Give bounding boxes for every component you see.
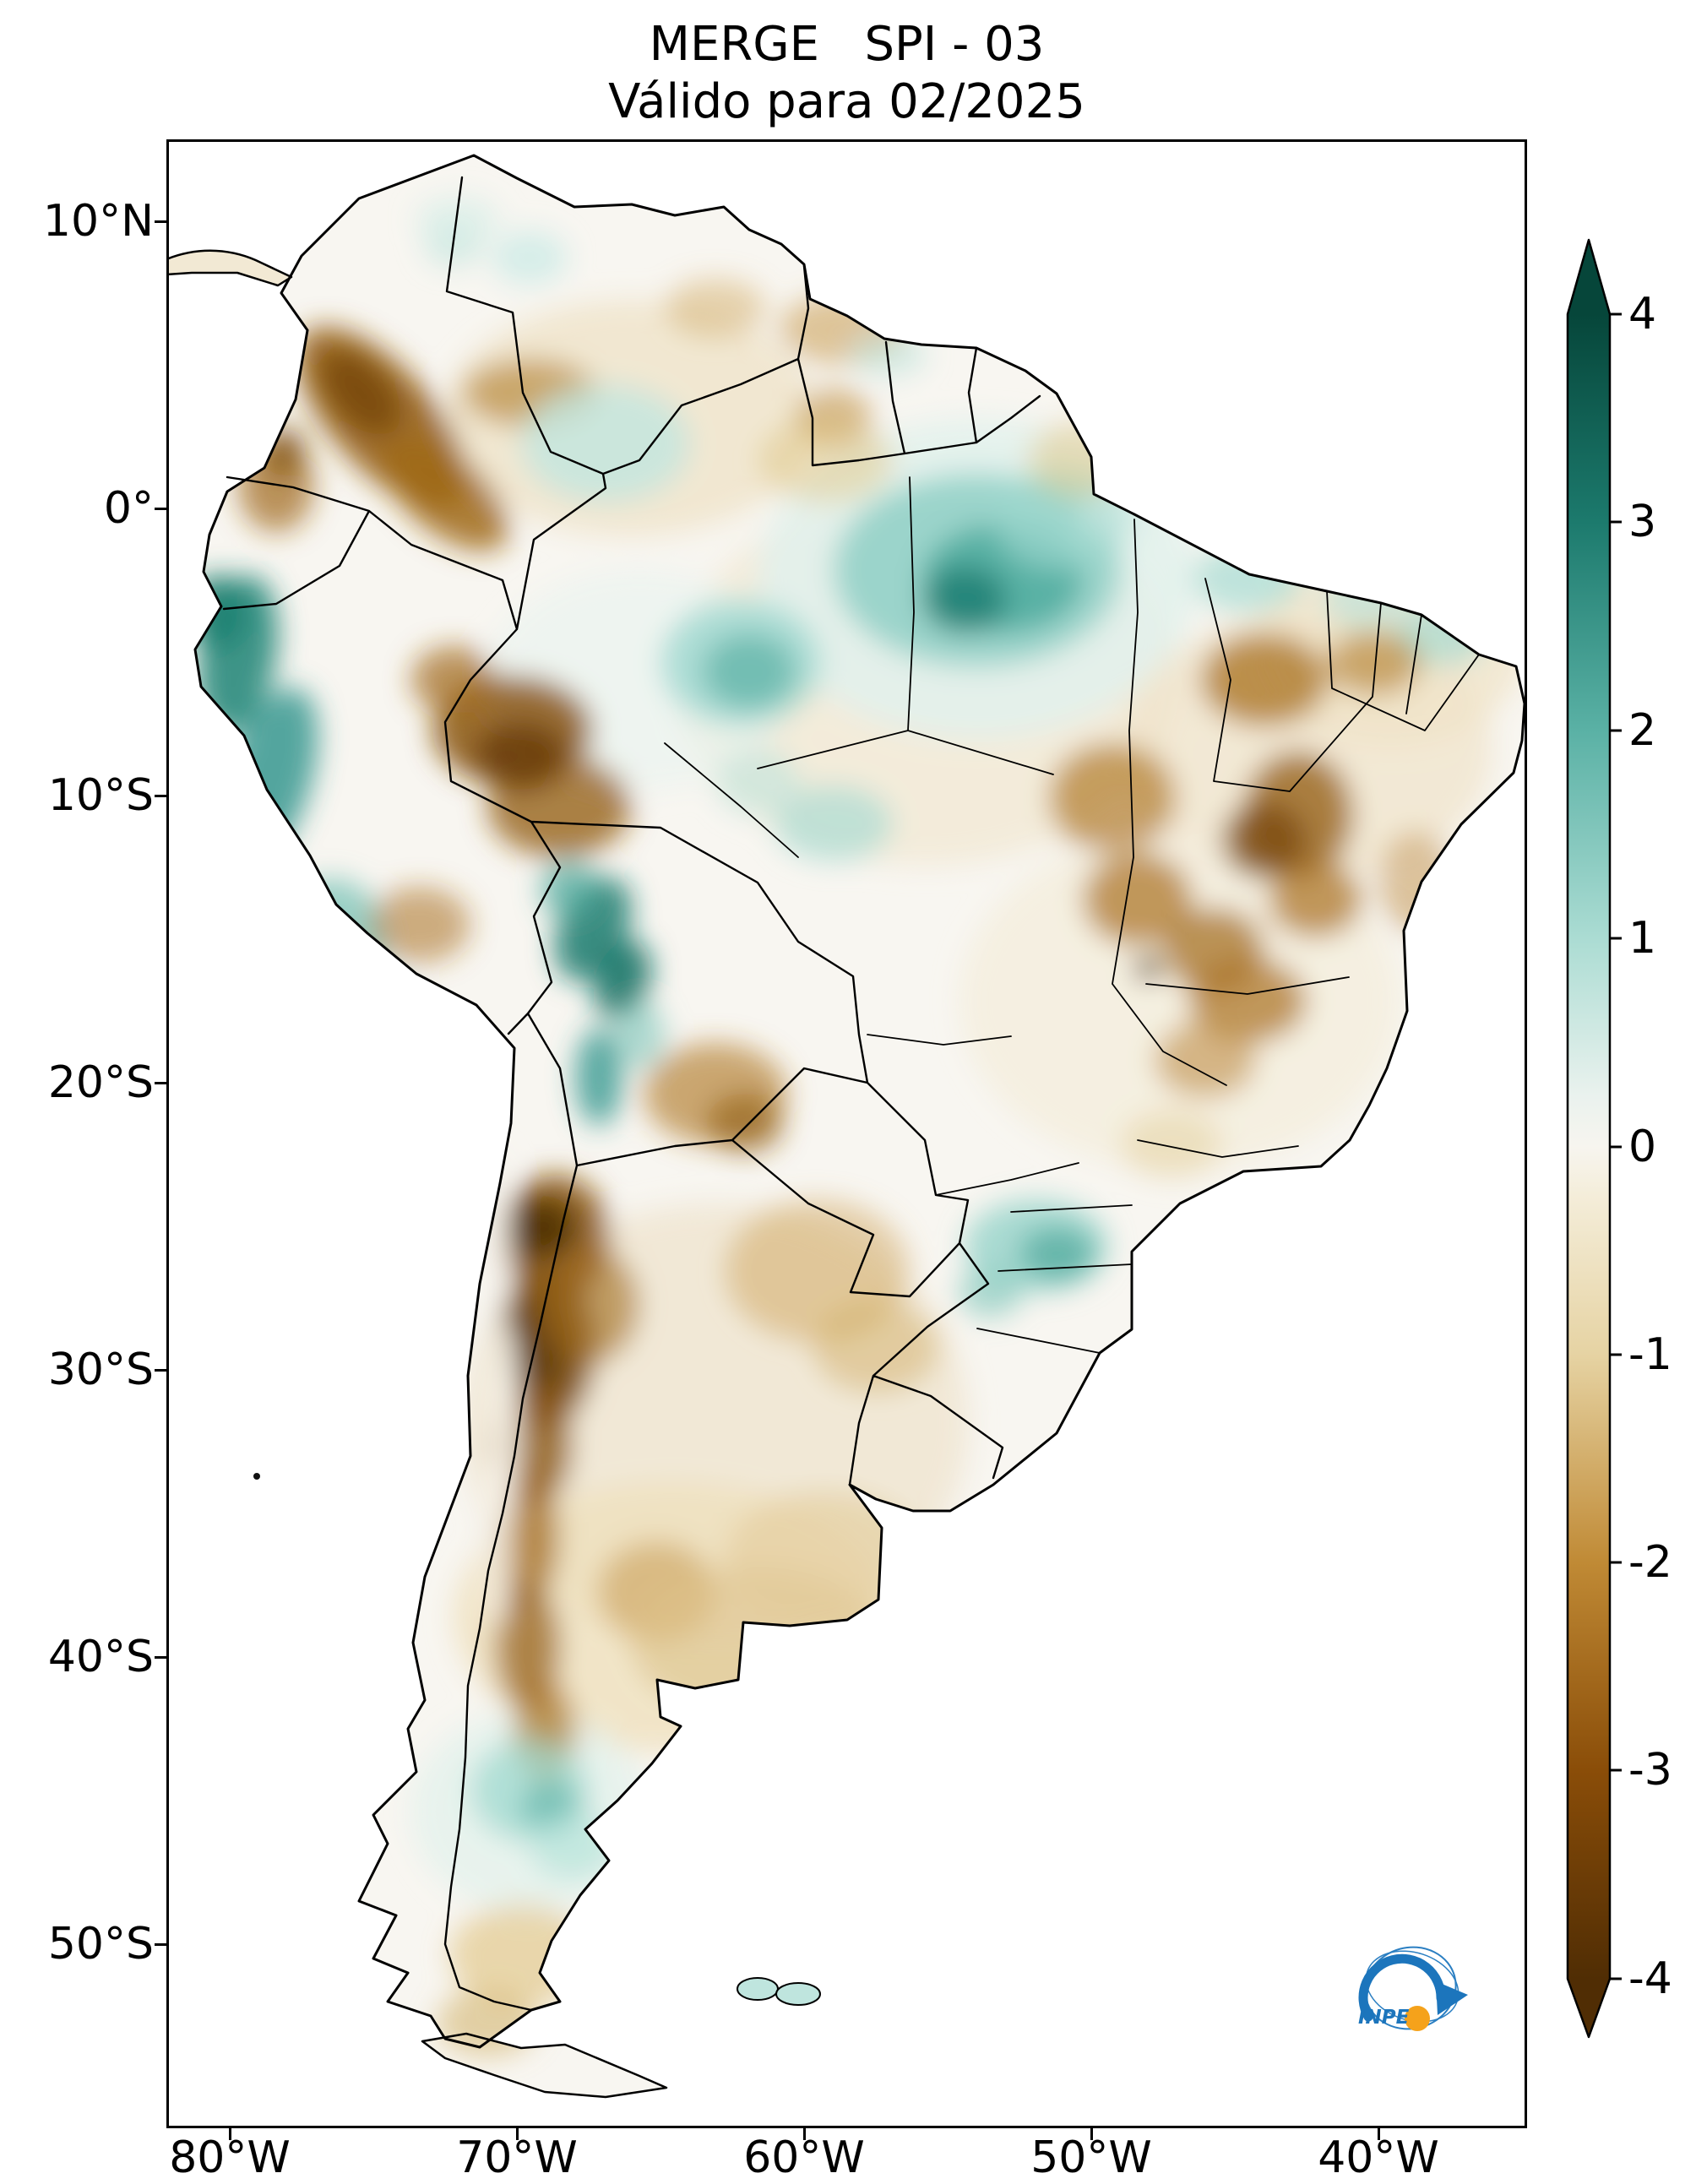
state-borders — [664, 476, 1480, 1354]
y-axis-label-10n: 10°N — [42, 196, 154, 247]
x-tick-mark — [1090, 2128, 1093, 2140]
y-tick-mark — [155, 1082, 166, 1084]
x-axis-label-50w: 50°W — [1030, 2132, 1152, 2183]
y-axis-label-20s: 20°S — [47, 1057, 154, 1108]
colorbar-label-0: 0 — [1628, 1122, 1657, 1172]
y-tick-mark — [155, 1656, 166, 1659]
colorbar-label-2: 2 — [1628, 705, 1657, 756]
x-axis-label-60w: 60°W — [743, 2132, 865, 2183]
y-axis-label-50s: 50°S — [47, 1919, 154, 1969]
y-axis-label-0: 0° — [103, 483, 154, 534]
colorbar-label-m1: -1 — [1628, 1329, 1672, 1380]
y-axis-label-10s: 10°S — [47, 770, 154, 821]
colorbar-label-m4: -4 — [1628, 1953, 1672, 2004]
x-axis-label-40w: 40°W — [1318, 2132, 1439, 2183]
x-tick-mark — [229, 2128, 231, 2140]
spi-anomaly-field — [188, 196, 1525, 2056]
y-axis-label-30s: 30°S — [47, 1345, 154, 1395]
colorbar-label-3: 3 — [1628, 497, 1657, 547]
colorbar-label-1: 1 — [1628, 913, 1657, 964]
y-tick-mark — [155, 508, 166, 510]
x-tick-mark — [1378, 2128, 1380, 2140]
colorbar-label-m2: -2 — [1628, 1537, 1672, 1588]
y-tick-mark — [155, 1943, 166, 1946]
country-borders — [222, 176, 1041, 2012]
y-tick-mark — [155, 220, 166, 223]
south-america-map — [166, 154, 1526, 2099]
colorbar-tick-marks — [1610, 312, 1622, 1980]
x-axis-label-80w: 80°W — [169, 2132, 291, 2183]
colorbar — [1566, 238, 1622, 2039]
figure-title: MERGE SPI - 03 — [649, 17, 1045, 72]
x-axis-label-70w: 70°W — [456, 2132, 578, 2183]
x-tick-mark — [516, 2128, 519, 2140]
y-axis-label-40s: 40°S — [47, 1632, 154, 1682]
small-island-dot — [253, 1473, 260, 1480]
coastline-outline — [166, 154, 1526, 2099]
y-tick-mark — [155, 795, 166, 797]
inpe-logo-text: INPE — [1358, 2007, 1410, 2029]
colorbar-label-m3: -3 — [1628, 1745, 1672, 1796]
inpe-logo-icon: INPE — [1358, 1946, 1468, 2031]
figure-subtitle: Válido para 02/2025 — [608, 74, 1085, 129]
colorbar-bar — [1566, 238, 1612, 2039]
colorbar-label-4: 4 — [1628, 289, 1657, 340]
falkland-islands — [737, 1977, 821, 2006]
x-tick-mark — [803, 2128, 806, 2140]
y-tick-mark — [155, 1369, 166, 1372]
